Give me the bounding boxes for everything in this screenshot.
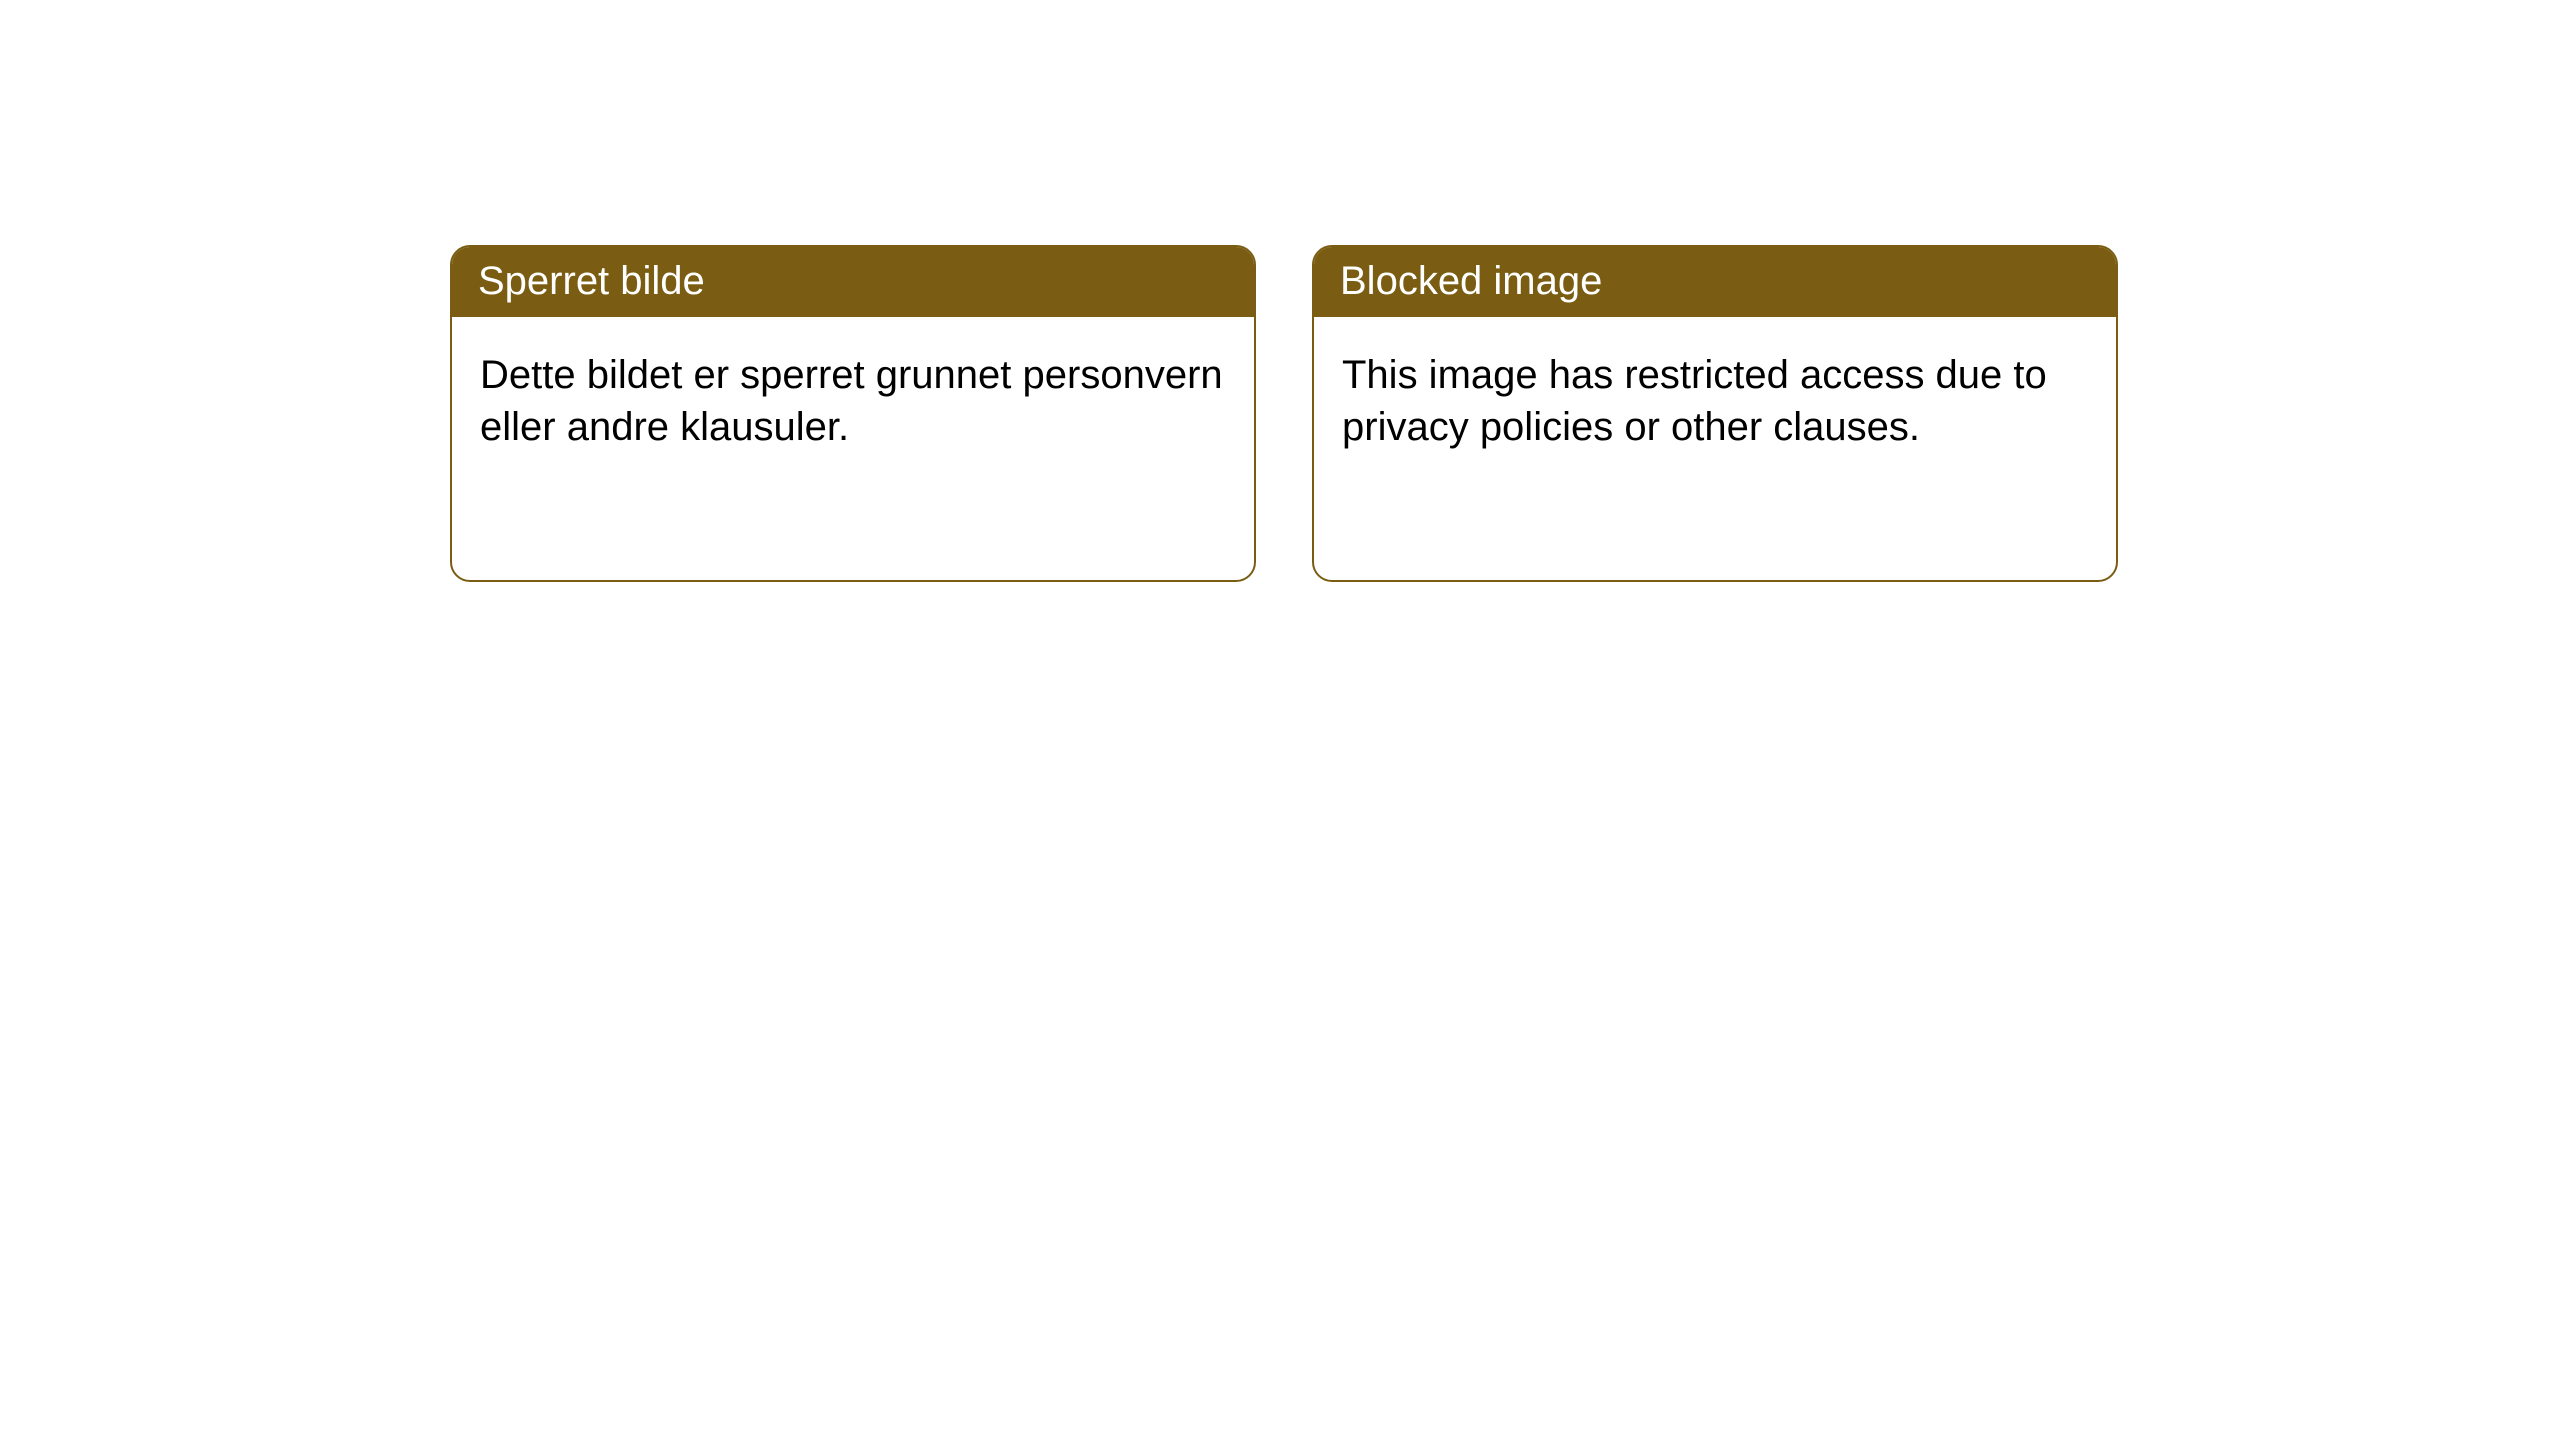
notice-card-header: Sperret bilde bbox=[452, 247, 1254, 317]
notice-card-body: Dette bildet er sperret grunnet personve… bbox=[452, 317, 1254, 485]
notice-card-header: Blocked image bbox=[1314, 247, 2116, 317]
notice-card-body: This image has restricted access due to … bbox=[1314, 317, 2116, 485]
notice-card-norwegian: Sperret bilde Dette bildet er sperret gr… bbox=[450, 245, 1256, 582]
notice-card-english: Blocked image This image has restricted … bbox=[1312, 245, 2118, 582]
notice-container: Sperret bilde Dette bildet er sperret gr… bbox=[0, 0, 2560, 582]
